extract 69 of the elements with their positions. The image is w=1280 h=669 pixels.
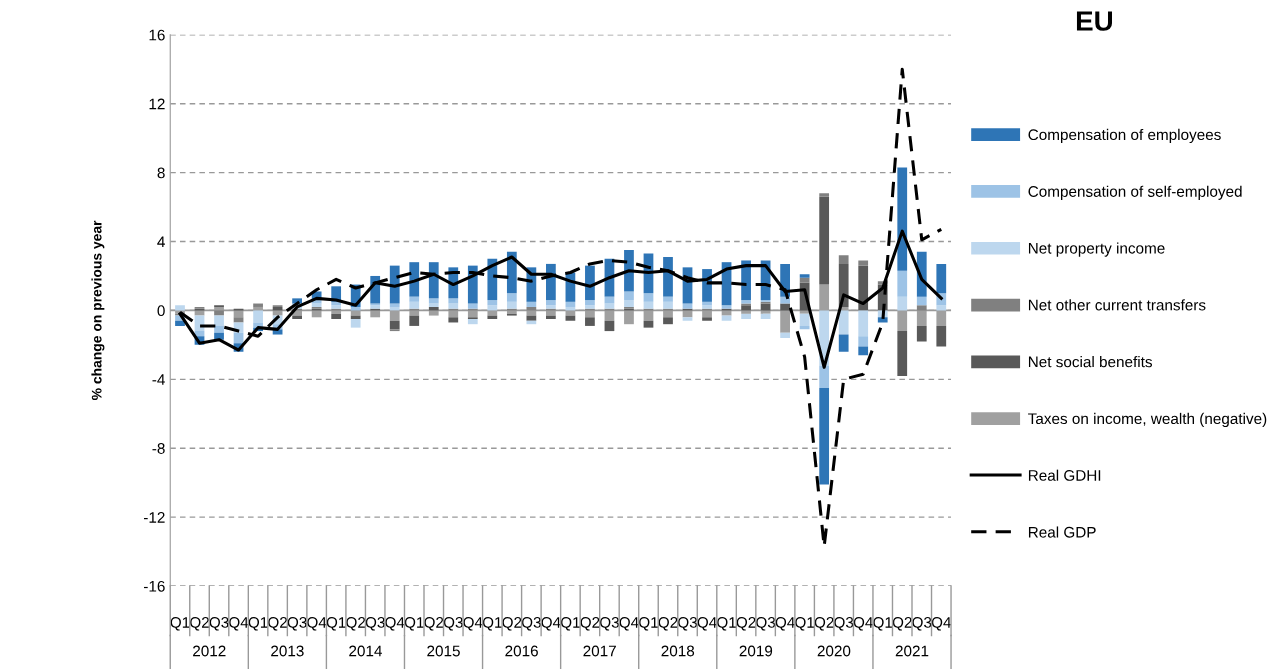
x-tick-label: Q4 [775,617,795,631]
y-axis-title: % change on previous year [91,220,105,400]
x-tick-label: Q3 [912,617,932,631]
x-tick-label: Q3 [834,617,854,631]
legend-label: Compensation of employees [1028,128,1221,144]
text: 2014 [349,645,382,657]
x-tick-label: Q3 [756,617,776,631]
x-tick-label: Q2 [424,617,444,631]
x-tick-label: Q2 [346,617,366,631]
y-tick-label: -4 [152,374,165,385]
x-tick-label: Q4 [307,617,327,631]
x-tick-label: Q2 [658,617,678,631]
y-tick-label: 8 [157,167,165,179]
x-tick-label: Q4 [541,617,561,631]
x-tick-label: Q4 [697,617,717,631]
x-tick-label: Q1 [404,617,424,631]
x-tick-label: Q4 [385,617,405,631]
y-tick-label: 4 [157,236,165,248]
legend-label: Real GDHI [1028,469,1101,481]
x-tick-label: Q3 [678,617,698,631]
x-tick-label: Q4 [619,617,639,631]
x-tick-label: Q3 [443,617,463,631]
x-tick-label: Q4 [931,617,952,631]
text: EU [1076,11,1112,31]
x-tick-label: Q2 [268,617,288,631]
x-tick-label: Q3 [521,617,541,631]
y-tick-label: 0 [157,305,165,317]
x-tick-label: Q2 [892,617,912,631]
legend-label: Real GDP [1028,526,1096,538]
x-tick-label: Q4 [463,617,483,631]
x-tick-label: Q1 [873,617,893,631]
text: 2016 [505,645,538,657]
x-tick-label: Q3 [287,617,307,631]
text: 2020 [817,645,851,657]
x-tick-label: Q2 [580,617,600,631]
text: 2013 [271,645,304,657]
x-tick-label: Q1 [560,617,580,631]
y-tick-label: -8 [152,443,165,454]
x-tick-label: Q1 [795,617,815,631]
x-tick-label: Q1 [639,617,658,631]
text: 2018 [661,645,695,657]
x-tick-label: Q2 [190,617,209,631]
x-tick-label: Q3 [599,617,619,631]
y-tick-label: -12 [143,512,165,523]
text: 2015 [427,645,460,657]
text: 2019 [739,645,773,657]
x-tick-label: Q4 [229,617,249,631]
x-tick-label: Q1 [170,617,190,631]
text: 2021 [895,645,929,657]
y-tick-label: 16 [149,29,165,41]
legend-label: Net property income [1028,242,1165,257]
x-tick-label: Q3 [209,617,229,631]
x-tick-label: Q1 [326,617,346,631]
x-tick-label: Q2 [736,617,756,631]
x-tick-label: Q1 [248,617,268,631]
legend-label: Net other current transfers [1028,299,1206,311]
legend-label: Compensation of self-employed [1028,185,1242,200]
x-tick-label: Q3 [365,617,385,631]
x-tick-label: Q1 [482,617,502,631]
y-tick-label: -16 [143,580,165,592]
legend-label: Net social benefits [1028,356,1152,368]
y-tick-label: 12 [149,98,165,110]
x-tick-label: Q2 [814,617,834,631]
text: 2017 [583,645,616,657]
text: 2012 [193,645,226,657]
legend-label: Taxes on income, wealth (negative) [1028,412,1267,428]
x-tick-label: Q1 [717,617,737,631]
x-tick-label: Q2 [502,617,522,631]
x-tick-label: Q4 [853,617,873,631]
